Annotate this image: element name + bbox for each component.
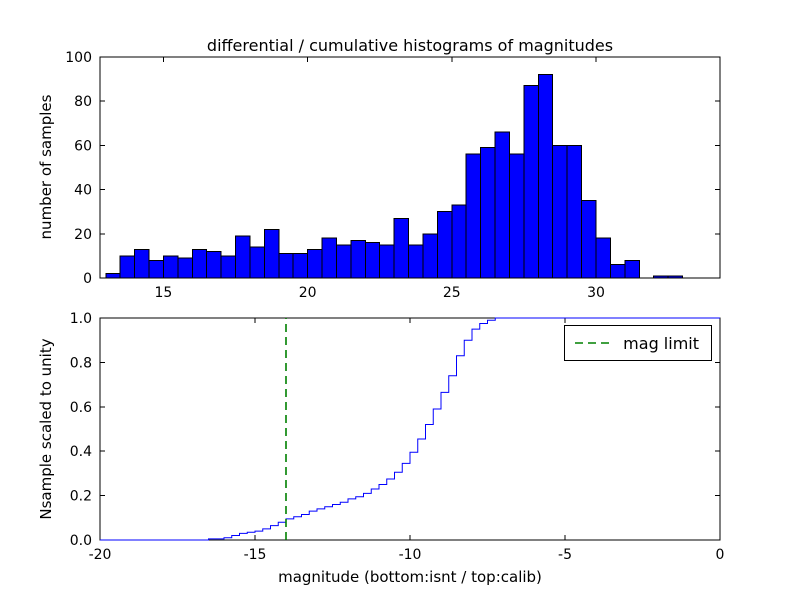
y-tick-label: 1.0 — [70, 311, 92, 327]
histogram-bar — [379, 244, 395, 279]
histogram-bar — [393, 217, 410, 279]
histogram-bar — [350, 239, 366, 279]
histogram-bar — [508, 153, 525, 279]
bottom-axes: -20 -15 -10 -5 0 0.0 0.2 0.4 0.6 0.8 1.0 — [70, 311, 725, 563]
x-tick-label: -10 — [399, 547, 422, 563]
histogram-bar — [566, 144, 583, 279]
x-axis-label: magnitude (bottom:isnt / top:calib) — [278, 568, 542, 586]
y-tick-label: 40 — [74, 183, 92, 199]
x-tick-label: 25 — [443, 285, 461, 301]
histogram-bar — [523, 85, 539, 279]
y-tick-label: 80 — [74, 94, 92, 110]
histogram-bar — [624, 259, 640, 279]
histogram-bar — [263, 228, 280, 279]
top-y-axis-label: number of samples — [37, 94, 55, 240]
bottom-y-axis-label: Nsample scaled to unity — [37, 338, 55, 520]
x-tick-label: 30 — [587, 285, 605, 301]
histogram-bar — [480, 147, 496, 279]
y-tick-label: 0 — [83, 271, 92, 287]
histogram-bar — [177, 257, 193, 279]
legend-label: mag limit — [623, 333, 699, 353]
histogram-bar — [364, 242, 381, 279]
histogram-bar — [119, 255, 136, 279]
histogram-bar — [609, 264, 626, 279]
histogram-bar — [220, 255, 237, 279]
x-tick-label: -5 — [558, 547, 572, 563]
y-tick-label: 0.0 — [70, 533, 92, 549]
x-tick-label: 15 — [155, 285, 173, 301]
histogram-bar — [422, 233, 438, 279]
histogram-bar — [292, 253, 309, 279]
chart-title: differential / cumulative histograms of … — [206, 36, 614, 55]
histogram-bar — [278, 253, 294, 279]
x-tick-label: 20 — [299, 285, 317, 301]
histogram-bar — [436, 211, 453, 279]
x-tick-label: -20 — [89, 547, 112, 563]
histogram-bar — [581, 200, 597, 279]
histogram-bar — [667, 275, 684, 279]
cumulative-step-line — [100, 317, 720, 541]
histogram-bar — [465, 153, 482, 279]
histogram-bar — [537, 74, 554, 279]
y-tick-label: 0.6 — [70, 400, 92, 416]
histogram-bar — [307, 248, 323, 279]
histogram-bar — [162, 255, 179, 279]
y-tick-label: 60 — [74, 138, 92, 154]
y-tick-label: 0.2 — [70, 489, 92, 505]
histogram-bar — [335, 244, 352, 279]
histogram-bar — [552, 144, 568, 279]
histogram-bar — [105, 273, 121, 279]
histogram-bar — [408, 244, 424, 279]
y-tick-label: 0.4 — [70, 444, 92, 460]
histogram-bars — [105, 74, 684, 279]
histogram-bar — [191, 248, 208, 279]
histogram-bar — [595, 237, 611, 279]
histogram-bar — [451, 204, 467, 279]
histogram-bar — [148, 259, 164, 279]
histogram-bar — [134, 248, 150, 279]
histogram-bar — [321, 237, 337, 279]
y-tick-label: 0.8 — [70, 355, 92, 371]
histogram-bar — [653, 275, 669, 279]
x-tick-label: 0 — [716, 547, 725, 563]
histogram-bar — [235, 235, 251, 279]
histogram-bar — [494, 131, 510, 279]
histogram-bar — [249, 246, 265, 279]
histogram-bar — [206, 250, 222, 279]
legend: mag limit — [564, 325, 712, 361]
legend-dash-icon — [575, 342, 614, 344]
y-tick-label: 20 — [74, 227, 92, 243]
x-tick-label: -15 — [244, 547, 267, 563]
y-tick-label: 100 — [65, 50, 92, 66]
